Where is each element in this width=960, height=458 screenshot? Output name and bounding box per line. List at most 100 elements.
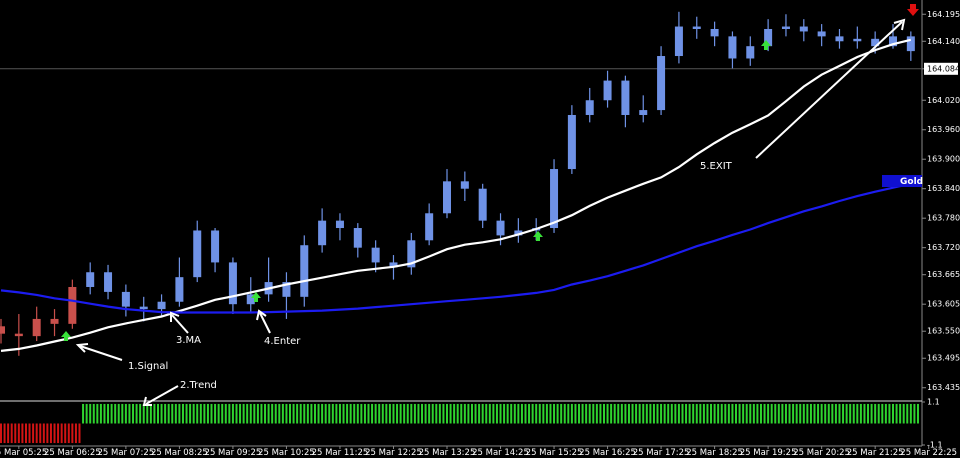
y-tick-label: 163.665 — [927, 270, 960, 279]
candle-body — [496, 220, 505, 236]
candle-body — [211, 230, 220, 263]
x-tick-label: 25 Mar 22:25 — [900, 448, 957, 458]
candle-body — [906, 36, 915, 52]
y-tick-label: 163.780 — [927, 214, 960, 223]
candle-body — [104, 272, 113, 292]
sub-tick-label: 1.1 — [927, 398, 940, 407]
candle-body — [139, 306, 148, 310]
candle-body — [567, 114, 576, 170]
candle-body — [228, 262, 237, 305]
signal-arrow — [533, 231, 543, 241]
x-tick-label: 25 Mar 08:25 — [151, 448, 208, 458]
exit-arrow — [907, 4, 919, 16]
candle-body — [692, 26, 701, 29]
candle-body — [246, 294, 255, 305]
x-tick-label: 25 Mar 19:25 — [740, 448, 797, 458]
candle-body — [86, 272, 95, 287]
arrow-head — [142, 396, 152, 406]
candle-body — [889, 36, 897, 47]
annotations: 1.Signal 2.Trend 3.MA 4.Enter 5.EXIT Gol… — [61, 4, 923, 406]
candle-body — [550, 169, 559, 229]
candle-body — [639, 110, 648, 115]
signal-arrow — [761, 40, 771, 50]
x-tick-label: 25 Mar 11:25 — [312, 448, 369, 458]
x-tick-label: 25 Mar 18:25 — [686, 448, 743, 458]
candle-body — [781, 26, 790, 29]
candle-body — [175, 277, 184, 302]
candle-body — [389, 262, 398, 268]
signal-arrow — [61, 331, 71, 341]
annotation: 3.MA — [176, 335, 201, 346]
candle-body — [585, 100, 594, 115]
candle-body — [353, 228, 362, 248]
x-tick-label: 25 Mar 17:25 — [633, 448, 690, 458]
y-tick-label: 163.900 — [927, 155, 960, 164]
arrow-head — [170, 311, 180, 322]
arrow — [171, 314, 189, 334]
symbol-label: Gold — [900, 177, 923, 187]
candle-body — [871, 38, 880, 47]
candle-body — [514, 230, 523, 236]
arrow — [79, 345, 123, 361]
candle-body — [746, 46, 755, 59]
candle-body — [799, 26, 808, 32]
y-tick-label: 163.550 — [927, 327, 960, 336]
x-tick-label: 25 Mar 13:25 — [419, 448, 476, 458]
candle-body — [282, 282, 291, 297]
annotation: 2.Trend — [180, 380, 217, 391]
arrow — [145, 385, 179, 405]
y-tick-label: 163.435 — [927, 383, 960, 392]
candle-body — [478, 188, 487, 221]
candle-body — [710, 28, 719, 37]
symbol-tag — [882, 175, 922, 187]
x-tick-label: 25 Mar 16:25 — [579, 448, 636, 458]
x-tick-label: 25 Mar 10:25 — [258, 448, 315, 458]
arrow — [755, 21, 903, 159]
arrow-head — [75, 343, 89, 353]
y-tick-label: 164.195 — [927, 10, 960, 19]
candle-body — [300, 245, 309, 297]
x-tick-label: 25 Mar 21:25 — [847, 448, 904, 458]
candle-body — [674, 26, 683, 57]
x-tick-label: 25 Mar 12:25 — [365, 448, 422, 458]
ma-line — [0, 182, 912, 314]
current-price-box — [924, 62, 958, 75]
candle-body — [728, 36, 737, 59]
candle-body — [371, 247, 380, 263]
candle-body — [50, 318, 59, 324]
candle-body — [853, 38, 862, 42]
candle-body — [764, 28, 773, 47]
ma-line — [0, 38, 912, 352]
sub-tick-label: -1.1 — [927, 441, 943, 450]
candle-body — [121, 291, 130, 307]
signal-arrow — [251, 292, 261, 302]
x-tick-label: 25 Mar 09:25 — [205, 448, 262, 458]
y-tick-label: 164.020 — [927, 96, 960, 105]
y-tick-label: 164.140 — [927, 37, 960, 46]
plot: 164.195 164.140 164.084 164.020 163.960 163.9… — [0, 10, 960, 458]
candle-body — [0, 326, 5, 334]
y-tick-label: 164.084 — [927, 64, 960, 73]
candle-body — [68, 286, 77, 324]
arrow — [259, 312, 271, 334]
x-tick-label: 25 Mar 06:25 — [44, 448, 101, 458]
candle-body — [657, 56, 666, 111]
candle-body — [193, 230, 202, 278]
candle-body — [32, 318, 41, 337]
candle-body — [14, 333, 23, 337]
candle-body — [318, 220, 327, 246]
candle-body — [407, 240, 416, 268]
annotation: 4.Enter — [264, 336, 301, 347]
candle-body — [835, 36, 844, 42]
candle-body — [460, 181, 469, 189]
y-tick-label: 163.960 — [927, 125, 960, 134]
y-tick-label: 163.840 — [927, 184, 960, 193]
x-tick-label: 25 Mar 07:25 — [97, 448, 154, 458]
candle-body — [425, 213, 434, 241]
candle-body — [443, 181, 451, 214]
annotation: 1.Signal — [128, 361, 168, 372]
x-tick-label: 25 Mar 20:25 — [793, 448, 850, 458]
